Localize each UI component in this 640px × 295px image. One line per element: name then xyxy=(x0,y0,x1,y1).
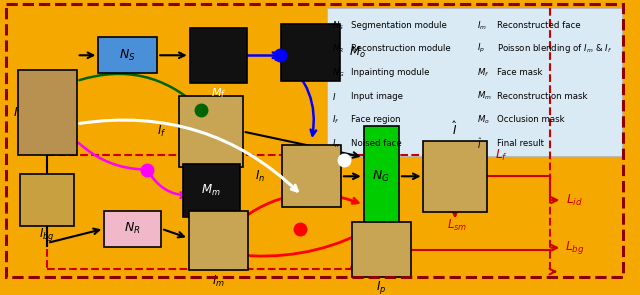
Text: $I_p$: $I_p$ xyxy=(376,279,387,295)
Text: Reconstructed face: Reconstructed face xyxy=(497,21,581,30)
Text: $M_m$: $M_m$ xyxy=(202,183,221,198)
Text: $N_S$: $N_S$ xyxy=(332,19,344,32)
Text: $I_m$: $I_m$ xyxy=(477,19,486,32)
Text: Occlusion mask: Occlusion mask xyxy=(497,115,565,124)
Bar xyxy=(99,37,157,73)
Text: $N_R$: $N_R$ xyxy=(332,43,344,55)
Bar xyxy=(282,145,341,207)
Bar xyxy=(281,24,340,81)
Text: Final result: Final result xyxy=(497,139,544,148)
Text: $N_G$: $N_G$ xyxy=(372,169,390,184)
Text: Inpainting module: Inpainting module xyxy=(351,68,429,77)
Bar xyxy=(364,126,399,226)
Text: $M_f$: $M_f$ xyxy=(211,86,226,100)
Bar xyxy=(179,96,243,167)
Text: Face region: Face region xyxy=(351,115,401,124)
Bar xyxy=(189,28,246,83)
Text: $I_{bg}$: $I_{bg}$ xyxy=(40,226,55,243)
Bar xyxy=(423,140,487,212)
Text: $M_o$: $M_o$ xyxy=(349,45,366,60)
Text: $N_G$: $N_G$ xyxy=(332,66,345,79)
Text: $I_m$: $I_m$ xyxy=(212,273,225,289)
Text: $L_{bg}$: $L_{bg}$ xyxy=(565,239,585,256)
Text: Segmentation module: Segmentation module xyxy=(351,21,447,30)
Text: Face mask: Face mask xyxy=(497,68,543,77)
Text: Reconstruction module: Reconstruction module xyxy=(351,45,451,53)
Text: $L_f$: $L_f$ xyxy=(495,148,508,163)
Text: $M_o$: $M_o$ xyxy=(477,114,490,126)
Text: $I_f$: $I_f$ xyxy=(332,114,340,126)
Bar xyxy=(327,8,622,156)
Text: $N_R$: $N_R$ xyxy=(124,221,141,236)
Text: Input image: Input image xyxy=(351,92,403,101)
Text: Reconstruction mask: Reconstruction mask xyxy=(497,92,588,101)
Text: $L_{id}$: $L_{id}$ xyxy=(566,193,584,208)
Bar xyxy=(352,222,411,277)
Text: $I_n$: $I_n$ xyxy=(332,137,340,150)
Text: $I$: $I$ xyxy=(13,106,19,119)
Text: $I_n$: $I_n$ xyxy=(255,169,266,184)
Bar xyxy=(183,164,240,217)
Text: $\hat{I}$: $\hat{I}$ xyxy=(452,120,458,138)
Text: Noised face: Noised face xyxy=(351,139,401,148)
Text: $\hat{I}$: $\hat{I}$ xyxy=(477,136,482,150)
Bar xyxy=(104,211,161,247)
Text: Poisson blending of $I_m$ & $I_f$: Poisson blending of $I_m$ & $I_f$ xyxy=(497,42,612,55)
Text: $M_f$: $M_f$ xyxy=(477,66,489,79)
Text: $M_m$: $M_m$ xyxy=(477,90,492,102)
Bar xyxy=(20,174,74,226)
Text: $I_p$: $I_p$ xyxy=(477,42,484,55)
Bar xyxy=(189,211,248,270)
Text: $I_f$: $I_f$ xyxy=(157,124,167,139)
Text: $N_S$: $N_S$ xyxy=(120,48,136,63)
Text: $I$: $I$ xyxy=(332,91,337,101)
Text: $L_{sm}$: $L_{sm}$ xyxy=(447,218,467,233)
Bar xyxy=(18,70,77,155)
